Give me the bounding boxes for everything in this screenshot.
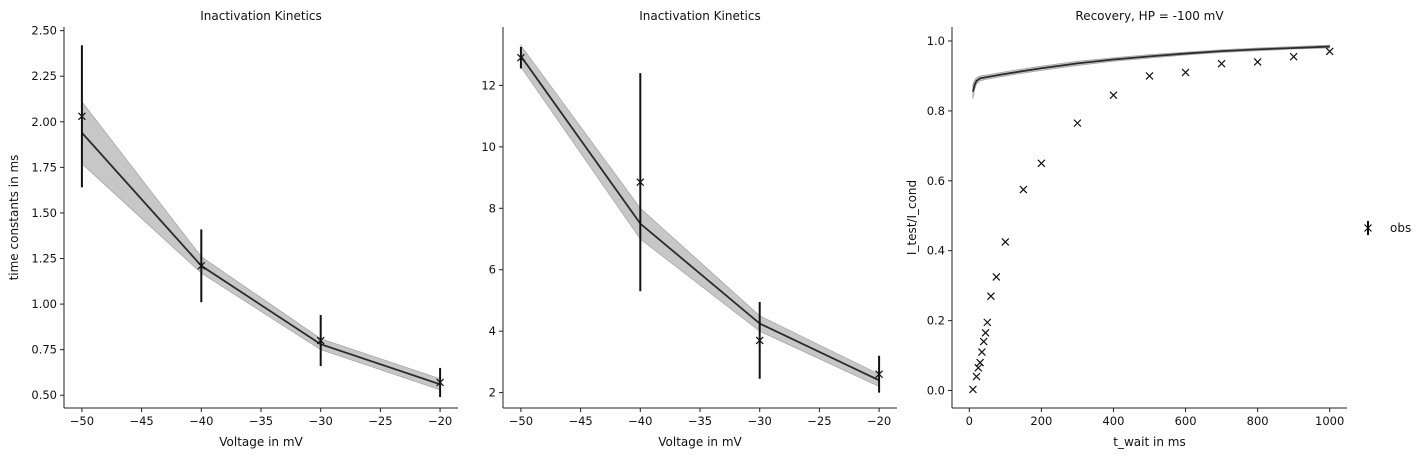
y-tick-label: 1.50 [31,206,57,220]
y-tick-label: 0.8 [927,104,945,118]
legend-marker-icon [1364,224,1372,232]
y-tick-label: 2 [489,386,496,400]
model-uncertainty-band [520,44,880,388]
observed-point [755,336,764,345]
observed-point [1145,72,1154,80]
x-tick-label: −45 [129,414,153,428]
legend-label: obs [1390,221,1411,235]
x-tick-label: −50 [509,414,533,428]
y-tick-label: 0.50 [31,388,57,402]
chart-panel-2: Inactivation Kinetics −50 −45 −40 −35 −30 −25 −… [481,9,897,449]
y-tick-label: 0.6 [927,174,945,188]
x-tick-label: −20 [867,414,891,428]
x-axis-label: Voltage in mV [658,435,742,449]
observed-point [1001,238,1010,246]
x-tick-label: 800 [1247,414,1269,428]
x-axis-label: Voltage in mV [219,435,303,449]
observed-point [1109,91,1118,100]
observed-point [1217,59,1226,68]
observed-point [983,318,992,327]
y-tick-label: 4 [489,324,496,338]
model-line [520,55,880,382]
y-tick-label: 1.25 [31,252,57,266]
y-tick-label: 0.2 [927,314,945,328]
x-tick-label: −35 [249,414,273,428]
observed-point [516,53,525,62]
x-tick-label: −45 [568,414,592,428]
observed-point [875,370,884,379]
observed-point [636,178,645,187]
observed-point [316,336,325,345]
model-line [81,132,441,386]
x-tick-label: 0 [966,414,973,428]
chart-title: Inactivation Kinetics [200,9,321,23]
x-tick-label: 200 [1030,414,1052,428]
observed-point [77,112,86,121]
y-tick-label: 2.50 [31,24,57,38]
x-tick-label: −25 [807,414,831,428]
x-tick-label: 400 [1102,414,1124,428]
x-tick-label: −20 [428,414,452,428]
x-tick-label: 1000 [1315,414,1344,428]
y-tick-label: 2.00 [31,115,57,129]
chart-panel-1: Inactivation Kinetics −50 −45 −40 −35 −30 −25 −… [7,9,458,449]
x-tick-label: −30 [748,414,772,428]
y-tick-label: 1.0 [927,34,945,48]
y-tick-label: 8 [489,201,496,215]
chart-title: Recovery, HP = -100 mV [1075,9,1224,23]
y-tick-label: 0.4 [927,244,945,258]
y-axis-label: time constants in ms [7,155,21,281]
x-tick-label: −40 [189,414,213,428]
y-tick-label: 10 [481,140,496,154]
observed-point [1325,47,1334,56]
chart-panel-3: Recovery, HP = -100 mV 0 200 400 600 800 1000 0… [905,9,1411,449]
observed-point [1289,52,1298,61]
x-tick-label: −50 [70,414,94,428]
observed-point [974,363,983,372]
y-tick-label: 6 [489,263,496,277]
observed-point [1037,159,1046,168]
observed-point [977,348,986,356]
observed-point [1073,119,1082,128]
x-tick-label: −40 [628,414,652,428]
observed-point [197,261,206,270]
observed-point [979,337,988,346]
legend: obs [1364,221,1411,235]
observed-point [1181,68,1190,77]
y-tick-label: 12 [481,78,496,92]
chart-title: Inactivation Kinetics [639,9,760,23]
y-tick-label: 2.25 [31,69,57,83]
y-tick-label: 1.75 [31,160,57,174]
observed-point [986,292,995,301]
observed-point [976,358,985,367]
y-tick-label: 0.75 [31,343,57,357]
observed-point [981,328,990,337]
observed-point [1019,185,1028,194]
x-tick-label: −30 [309,414,333,428]
y-axis-label: I_test/I_cond [905,180,919,255]
model-uncertainty-band [81,100,441,391]
x-tick-label: 600 [1175,414,1197,428]
observed-point [992,272,1001,281]
x-axis-label: t_wait in ms [1113,435,1185,449]
model-line [972,45,1330,92]
observed-point [436,378,445,387]
x-tick-label: −25 [368,414,392,428]
y-tick-label: 1.00 [31,297,57,311]
model-uncertainty-band [972,44,1331,99]
observed-point [968,385,977,394]
observed-point [1253,58,1262,66]
observed-point [972,372,981,381]
y-tick-label: 0.0 [927,384,945,398]
x-tick-label: −35 [688,414,712,428]
